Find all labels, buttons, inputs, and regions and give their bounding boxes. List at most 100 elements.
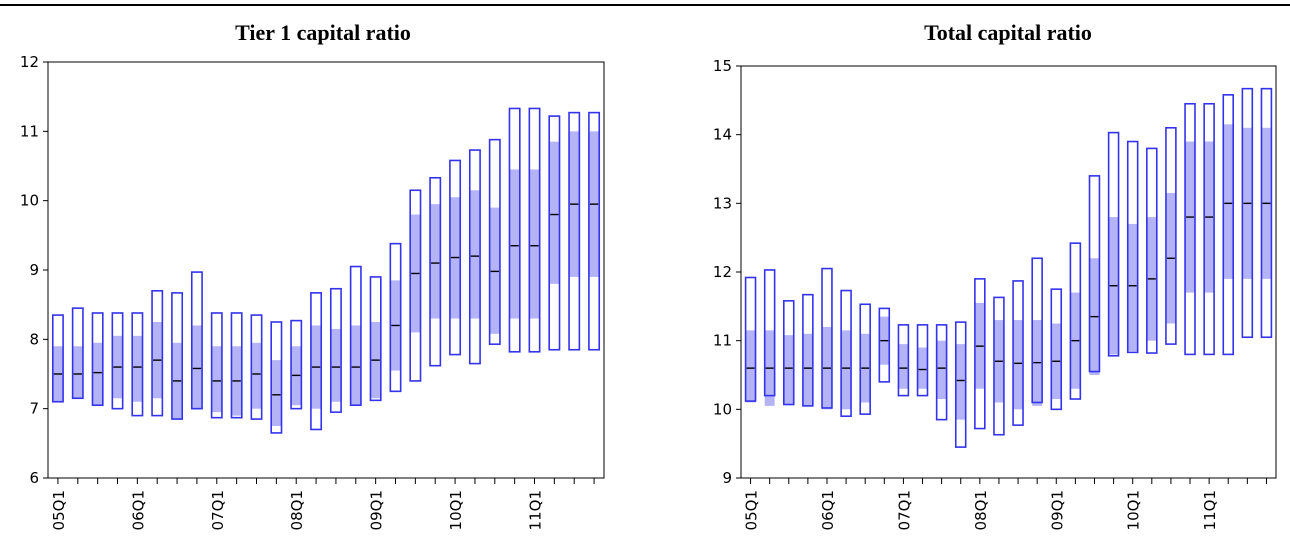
range-box xyxy=(1126,140,1139,354)
iqr-band xyxy=(1127,223,1138,351)
iqr-band xyxy=(955,344,966,420)
range-box xyxy=(329,287,342,413)
range-box xyxy=(349,265,362,406)
range-box xyxy=(1146,147,1158,354)
iqr-band xyxy=(783,335,794,405)
x-tick-label: 05Q1 xyxy=(743,490,761,530)
iqr-band xyxy=(802,333,813,406)
x-tick-label: 09Q1 xyxy=(1048,490,1066,530)
iqr-band xyxy=(841,330,852,410)
iqr-band xyxy=(211,346,222,413)
y-tick-label: 14 xyxy=(713,126,732,144)
range-box xyxy=(1012,280,1024,426)
range-box xyxy=(230,312,243,419)
x-tick-label: 10Q1 xyxy=(1125,490,1143,530)
iqr-band xyxy=(529,169,540,319)
range-box xyxy=(171,292,184,420)
range-box xyxy=(935,324,948,421)
range-box xyxy=(782,300,795,406)
range-box xyxy=(1088,175,1101,373)
range-box xyxy=(1031,257,1043,404)
range-box xyxy=(290,319,303,410)
range-box xyxy=(588,111,601,351)
x-tick-label: 10Q1 xyxy=(447,490,465,530)
range-box xyxy=(878,307,891,383)
iqr-band xyxy=(92,342,103,406)
x-tick-label: 11Q1 xyxy=(1201,490,1219,530)
y-tick-label: 11 xyxy=(20,122,39,140)
y-tick-label: 7 xyxy=(29,400,39,418)
y-tick-label: 12 xyxy=(713,263,732,281)
range-box xyxy=(821,267,833,409)
iqr-band xyxy=(936,340,947,400)
iqr-band xyxy=(1013,320,1024,410)
iqr-band xyxy=(1223,124,1234,279)
range-box xyxy=(71,307,84,400)
range-box xyxy=(488,138,501,345)
range-box xyxy=(548,115,561,351)
range-box xyxy=(310,292,323,431)
y-tick-label: 11 xyxy=(713,332,732,350)
iqr-band xyxy=(350,325,361,406)
range-box xyxy=(1165,127,1177,345)
x-tick-label: 11Q1 xyxy=(527,490,545,530)
range-box xyxy=(91,312,104,406)
range-box xyxy=(528,107,541,353)
range-box xyxy=(51,314,64,403)
range-box xyxy=(1050,288,1063,411)
iqr-band xyxy=(509,169,520,319)
range-box xyxy=(916,324,929,397)
x-tick-label: 06Q1 xyxy=(819,490,837,530)
range-box xyxy=(1203,102,1215,356)
chart-title-total: Total capital ratio xyxy=(924,20,1092,45)
range-box xyxy=(1241,87,1254,339)
y-tick-label: 13 xyxy=(713,194,732,212)
range-box xyxy=(974,278,986,430)
iqr-band xyxy=(132,335,143,402)
y-tick-label: 12 xyxy=(20,53,39,71)
chart-tier1-capital-ratio: 6 7 8 9 10 11 12 05Q1 06Q1 07Q1 08Q1 09Q1 10Q1 11Q1 xyxy=(20,53,605,530)
range-box xyxy=(802,293,814,407)
range-box xyxy=(859,303,871,415)
iqr-band xyxy=(430,204,441,319)
x-tick-label: 07Q1 xyxy=(895,490,913,530)
range-box xyxy=(429,176,442,367)
range-box xyxy=(568,111,581,351)
x-tick-label: 06Q1 xyxy=(129,490,147,530)
iqr-band xyxy=(271,360,282,426)
y-tick-label: 6 xyxy=(29,469,39,487)
range-box xyxy=(449,159,462,356)
range-box xyxy=(409,189,422,382)
x-tick-label: 08Q1 xyxy=(972,490,990,530)
top-rule xyxy=(0,4,1290,6)
x-tick-label: 08Q1 xyxy=(288,490,306,530)
range-box xyxy=(897,324,910,397)
iqr-band xyxy=(330,328,342,402)
range-box xyxy=(954,321,967,448)
x-tick-label: 07Q1 xyxy=(209,490,227,530)
iqr-band xyxy=(745,330,756,403)
range-box xyxy=(1069,242,1082,400)
range-box xyxy=(1184,102,1196,356)
range-box xyxy=(840,289,852,418)
range-box xyxy=(1222,94,1234,356)
range-box xyxy=(508,107,521,353)
range-box xyxy=(1107,131,1120,357)
y-tick-label: 9 xyxy=(29,261,39,279)
y-tick-label: 9 xyxy=(722,469,732,487)
range-box xyxy=(270,321,283,434)
range-box xyxy=(210,312,223,419)
range-box xyxy=(250,314,263,420)
range-box xyxy=(993,296,1005,436)
range-box xyxy=(369,276,382,402)
iqr-band xyxy=(917,347,928,389)
y-tick-label: 10 xyxy=(20,192,39,210)
range-box xyxy=(111,312,124,410)
chart-title-tier1: Tier 1 capital ratio xyxy=(235,20,411,45)
range-box xyxy=(468,149,481,365)
range-box xyxy=(763,269,776,397)
iqr-band xyxy=(72,346,83,399)
range-box xyxy=(131,312,144,417)
iqr-band xyxy=(898,344,909,389)
